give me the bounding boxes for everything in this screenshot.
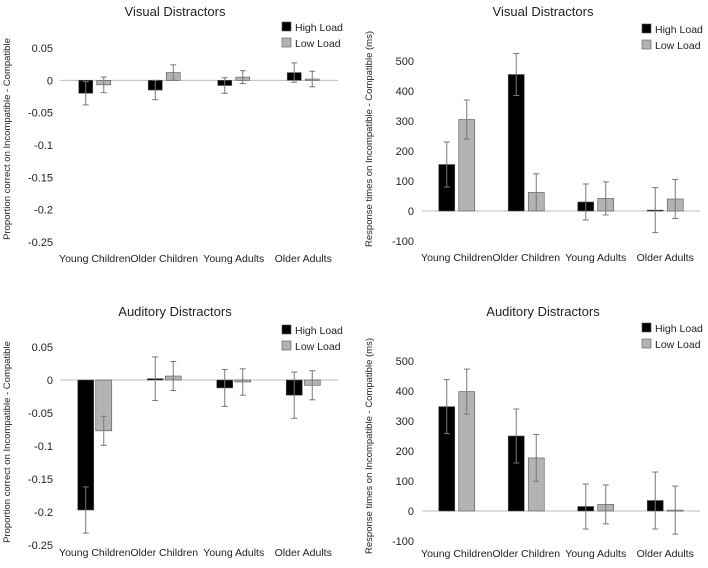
y-tick-label: -0.15 — [28, 474, 53, 486]
y-tick-label: -0.1 — [34, 441, 53, 453]
legend-swatch — [641, 23, 652, 34]
y-tick-label: -0.15 — [28, 172, 53, 184]
y-tick-label: 0.05 — [32, 342, 53, 354]
y-tick-label: 0 — [47, 75, 53, 87]
category-label: Older Adults — [275, 253, 332, 265]
category-label: Older Adults — [637, 548, 694, 560]
category-label: Older Adults — [275, 547, 332, 559]
chart-visual-rt: Visual Distractors Response times on Inc… — [364, 4, 703, 264]
category-label: Older Children — [130, 547, 198, 559]
y-tick-label: 100 — [396, 476, 414, 488]
chart-title: Auditory Distractors — [118, 304, 232, 319]
y-axis-label: Response times on Incompatible - Compati… — [364, 31, 375, 247]
y-tick-label: 500 — [396, 356, 414, 368]
legend-label: High Load — [295, 22, 343, 34]
legend-swatch — [281, 37, 292, 48]
category-label: Young Adults — [565, 548, 626, 560]
chart-title: Visual Distractors — [125, 4, 226, 19]
y-tick-label: -0.2 — [34, 205, 53, 217]
y-tick-label: -0.25 — [28, 540, 53, 552]
category-label: Young Children — [421, 548, 493, 560]
y-tick-label: -100 — [392, 536, 414, 548]
category-label: Older Children — [492, 548, 560, 560]
legend-swatch — [281, 340, 292, 351]
legend-swatch — [641, 39, 652, 50]
y-axis-label: Proportion correct on Incompatible - Com… — [2, 38, 13, 240]
chart-title: Auditory Distractors — [486, 304, 600, 319]
y-tick-label: -0.05 — [28, 108, 53, 120]
chart-title: Visual Distractors — [493, 4, 594, 19]
chart-auditory-rt: Auditory Distractors Response times on I… — [364, 304, 703, 560]
category-label: Young Children — [59, 253, 131, 265]
legend-label: Low Load — [295, 38, 341, 50]
legend-label: High Load — [655, 323, 703, 335]
legend-swatch — [281, 21, 292, 32]
y-tick-label: 0 — [408, 206, 414, 218]
chart-visual-accuracy: Visual Distractors Proportion correct on… — [2, 4, 343, 265]
y-tick-label: 0.05 — [32, 43, 53, 55]
y-tick-label: 0 — [47, 375, 53, 387]
y-tick-label: -0.2 — [34, 507, 53, 519]
y-tick-label: -0.1 — [34, 140, 53, 152]
category-label: Older Children — [492, 252, 560, 264]
y-axis-label: Proportion correct on Incompatible - Com… — [2, 341, 13, 543]
chart-auditory-accuracy: Auditory Distractors Proportion correct … — [2, 304, 343, 559]
category-label: Young Children — [59, 547, 131, 559]
y-tick-label: 200 — [396, 146, 414, 158]
y-tick-label: 200 — [396, 446, 414, 458]
y-tick-label: -0.25 — [28, 237, 53, 249]
legend-label: Low Load — [655, 40, 701, 52]
y-tick-label: 0 — [408, 506, 414, 518]
y-tick-label: 500 — [396, 56, 414, 68]
category-label: Older Adults — [637, 252, 694, 264]
legend-label: Low Load — [295, 341, 341, 353]
category-label: Older Children — [130, 253, 198, 265]
y-axis-label: Response times on Incompatible - Compati… — [364, 338, 375, 554]
y-tick-label: 300 — [396, 416, 414, 428]
legend-label: High Load — [295, 325, 343, 337]
y-tick-label: 100 — [396, 176, 414, 188]
y-tick-label: -0.05 — [28, 408, 53, 420]
category-label: Young Adults — [565, 252, 626, 264]
legend-swatch — [641, 338, 652, 349]
category-label: Young Adults — [203, 253, 264, 265]
y-tick-label: 300 — [396, 116, 414, 128]
y-tick-label: -100 — [392, 236, 414, 248]
legend-label: High Load — [655, 24, 703, 36]
y-tick-label: 400 — [396, 86, 414, 98]
y-tick-label: 400 — [396, 386, 414, 398]
legend-swatch — [641, 322, 652, 333]
legend-label: Low Load — [655, 339, 701, 351]
category-label: Young Adults — [203, 547, 264, 559]
legend-swatch — [281, 324, 292, 335]
category-label: Young Children — [421, 252, 493, 264]
